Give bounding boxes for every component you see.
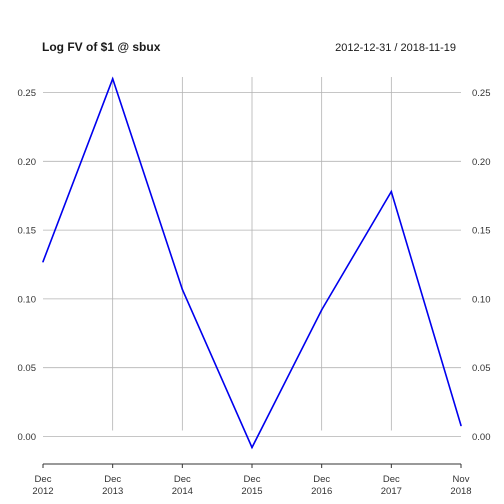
- y-tick-label: 0.20: [18, 157, 37, 168]
- data-point: [251, 446, 253, 449]
- date-range-label: 2012-12-31 / 2018-11-19: [335, 42, 456, 54]
- y-tick-label-right: 0.20: [472, 157, 491, 168]
- y-tick-label-right: 0.15: [472, 226, 491, 237]
- x-tick-label-year: 2012: [32, 486, 53, 497]
- y-tick-label: 0.05: [18, 363, 37, 374]
- data-point: [42, 260, 44, 263]
- y-tick-label-right: 0.00: [472, 432, 491, 443]
- grid-lines: [43, 77, 461, 437]
- y-tick-label: 0.10: [18, 294, 37, 305]
- x-axis: [42, 463, 462, 468]
- y-axis-right-labels: 0.00 0.05 0.10 0.15 0.20 0.25: [472, 88, 491, 443]
- y-tick-label: 0.00: [18, 432, 37, 443]
- y-tick-label: 0.25: [18, 88, 37, 99]
- data-point: [111, 77, 114, 80]
- chart-title: Log FV of $1 @ sbux: [42, 40, 161, 54]
- x-axis-labels: Dec2012Dec2013Dec2014Dec2015Dec2016Dec20…: [32, 474, 471, 497]
- x-tick-label-year: 2013: [102, 486, 123, 497]
- x-tick-label-month: Nov: [453, 474, 470, 485]
- series-group: [42, 76, 462, 450]
- y-axis-left-labels: 0.00 0.05 0.10 0.15 0.20 0.25: [18, 88, 37, 443]
- x-tick-label-year: 2018: [450, 486, 471, 497]
- x-tick-label-year: 2017: [381, 486, 402, 497]
- data-point: [181, 288, 184, 291]
- x-tick-label-year: 2014: [172, 486, 193, 497]
- x-tick-label-month: Dec: [383, 474, 400, 485]
- data-point: [460, 424, 462, 427]
- x-tick-label-month: Dec: [174, 474, 191, 485]
- x-tick-label-month: Dec: [104, 474, 121, 485]
- x-tick-label-month: Dec: [244, 474, 261, 485]
- y-tick-label-right: 0.05: [472, 363, 491, 374]
- x-tick-label-year: 2015: [241, 486, 262, 497]
- x-tick-label-month: Dec: [35, 474, 52, 485]
- y-tick-label-right: 0.25: [472, 88, 491, 99]
- data-point: [390, 190, 393, 193]
- data-point: [320, 309, 323, 311]
- x-tick-label-year: 2016: [311, 486, 332, 497]
- x-tick-label-month: Dec: [313, 474, 330, 485]
- y-tick-label: 0.15: [18, 226, 37, 237]
- y-tick-label-right: 0.10: [472, 294, 491, 305]
